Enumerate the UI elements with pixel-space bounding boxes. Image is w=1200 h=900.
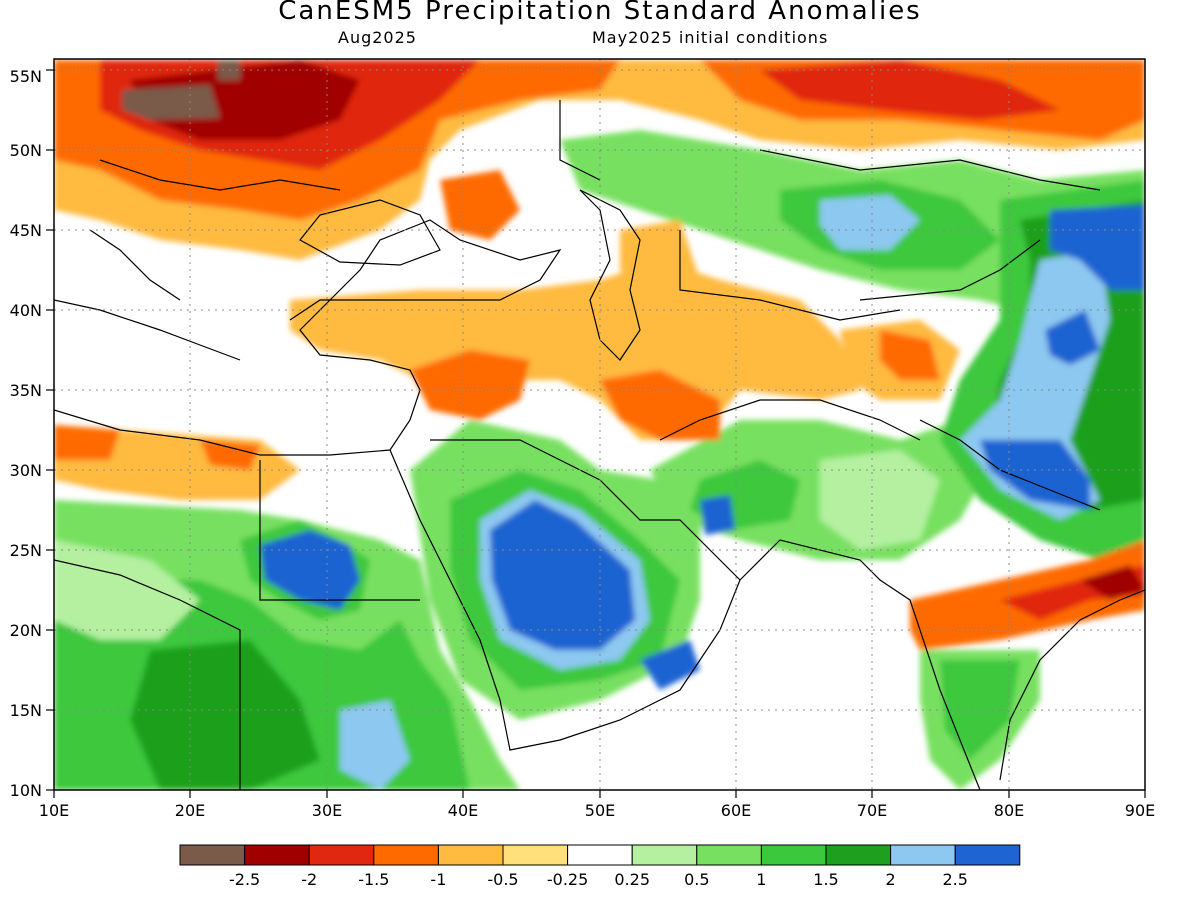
colorbar-label: -1 [430, 870, 446, 889]
lat-label: 10N [10, 781, 42, 800]
initial-conditions: May2025 initial conditions [592, 28, 829, 47]
lat-label: 45N [10, 221, 42, 240]
lon-label: 10E [39, 801, 69, 820]
colorbar-label: 2.5 [942, 870, 967, 889]
lat-label: 40N [10, 301, 42, 320]
colorbar-label: -1.5 [358, 870, 389, 889]
lon-label: 70E [857, 801, 887, 820]
lon-label: 20E [175, 801, 205, 820]
lon-labels: 10E 20E 30E 40E 50E 60E 70E 80E 90E [39, 801, 1155, 820]
lon-label: 50E [585, 801, 615, 820]
colorbar-swatch [760, 844, 827, 866]
colorbar-label: -2 [301, 870, 317, 889]
colorbar-swatch [179, 844, 246, 866]
lat-label: 25N [10, 541, 42, 560]
colorbar-label: -0.5 [487, 870, 518, 889]
anomaly-field [54, 59, 1145, 790]
colorbar-swatch [502, 844, 569, 866]
map-title: CanESM5 Precipitation Standard Anomalies [278, 0, 922, 26]
lat-labels: 10N 15N 20N 25N 30N 35N 40N 45N 50N 55N [10, 67, 42, 800]
colorbar-label: -0.25 [547, 870, 588, 889]
lon-label: 80E [994, 801, 1024, 820]
lat-label: 55N [10, 67, 42, 86]
colorbar-label: 2 [886, 870, 896, 889]
lon-label: 90E [1125, 801, 1155, 820]
colorbar-swatch [696, 844, 762, 866]
colorbar-swatch [567, 844, 633, 866]
lon-label: 40E [448, 801, 478, 820]
colorbar [179, 844, 1021, 866]
colorbar-swatch [631, 844, 698, 866]
colorbar-labels: -2.5 -2 -1.5 -1 -0.5 -0.25 0.25 0.5 1 1.5 2 2.5 [229, 870, 968, 889]
lat-label: 15N [10, 701, 42, 720]
colorbar-swatch [890, 844, 956, 866]
lat-label: 50N [10, 141, 42, 160]
colorbar-label: 1 [756, 870, 766, 889]
colorbar-label: 0.25 [614, 870, 650, 889]
lat-label: 20N [10, 621, 42, 640]
colorbar-swatch [954, 844, 1021, 866]
colorbar-swatch [244, 844, 310, 866]
lon-label: 30E [312, 801, 342, 820]
colorbar-swatch [373, 844, 439, 866]
colorbar-label: -2.5 [229, 870, 260, 889]
lon-label: 60E [721, 801, 751, 820]
gridlines [54, 59, 1145, 790]
valid-month: Aug2025 [338, 28, 417, 47]
tick-marks [46, 69, 1146, 798]
colorbar-label: 0.5 [684, 870, 709, 889]
colorbar-swatch [437, 844, 504, 866]
lat-label: 30N [10, 461, 42, 480]
colorbar-swatch [825, 844, 892, 866]
colorbar-label: 1.5 [813, 870, 838, 889]
colorbar-swatch [308, 844, 375, 866]
lat-label: 35N [10, 381, 42, 400]
